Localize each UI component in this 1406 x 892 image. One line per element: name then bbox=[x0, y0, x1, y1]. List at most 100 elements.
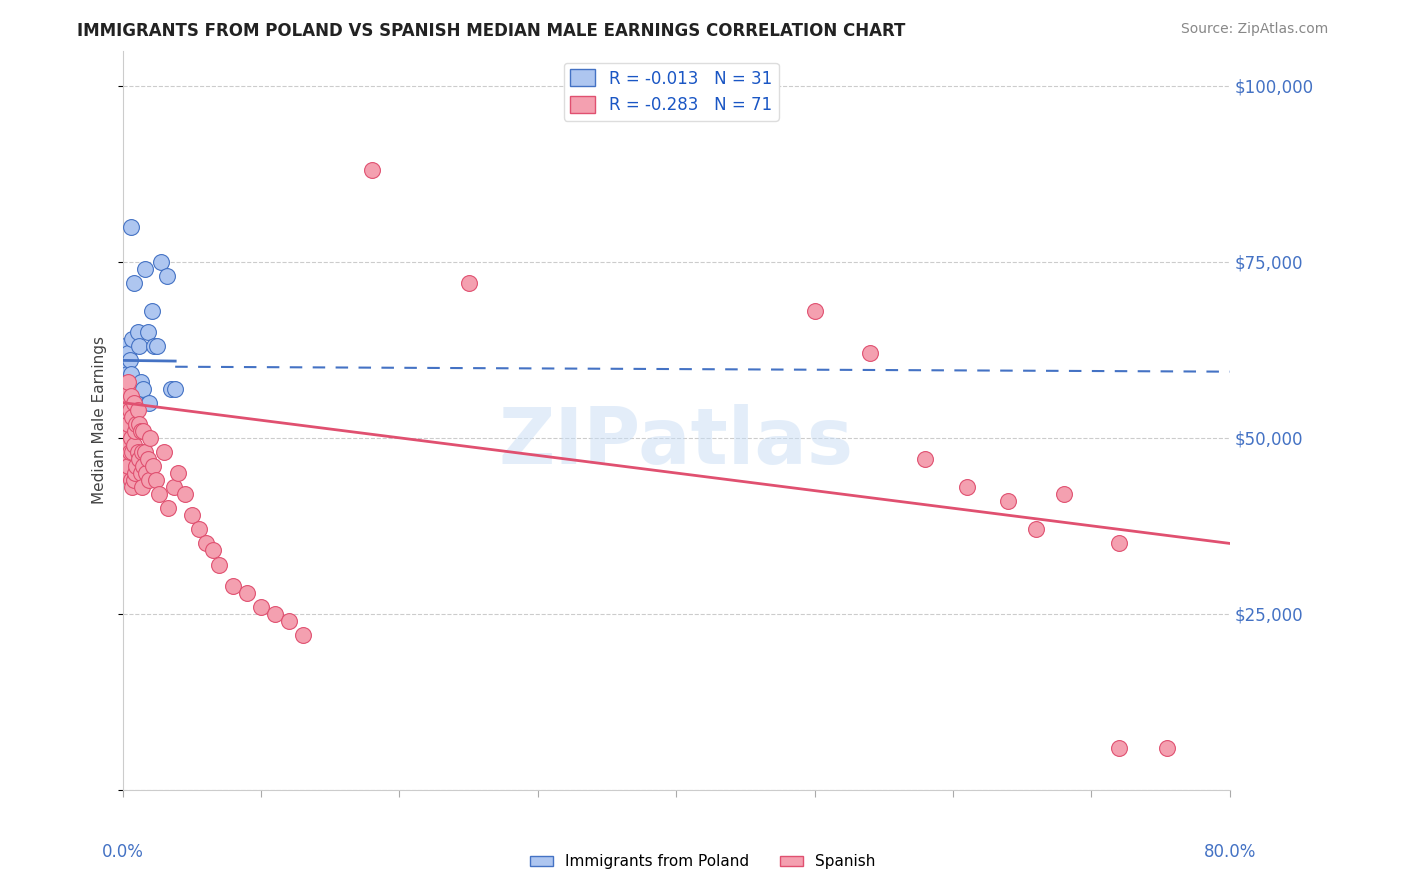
Spanish bbox=[173, 487, 195, 501]
Immigrants from Poland bbox=[117, 375, 139, 389]
Immigrants from Poland bbox=[136, 325, 159, 339]
Immigrants from Poland bbox=[160, 382, 183, 396]
Spanish bbox=[1108, 536, 1130, 550]
Spanish bbox=[157, 501, 180, 516]
Spanish bbox=[125, 458, 148, 473]
Immigrants from Poland bbox=[115, 388, 138, 402]
Spanish bbox=[127, 445, 149, 459]
Spanish bbox=[139, 431, 162, 445]
Spanish bbox=[127, 402, 149, 417]
Spanish bbox=[167, 466, 190, 480]
Spanish bbox=[208, 558, 231, 572]
Spanish bbox=[997, 494, 1019, 508]
Immigrants from Poland bbox=[124, 382, 146, 396]
Spanish bbox=[117, 458, 139, 473]
Spanish bbox=[135, 466, 157, 480]
Spanish bbox=[128, 417, 150, 431]
Spanish bbox=[134, 445, 156, 459]
Immigrants from Poland bbox=[165, 382, 187, 396]
Spanish bbox=[114, 395, 136, 409]
Spanish bbox=[132, 424, 155, 438]
Spanish bbox=[125, 417, 148, 431]
Spanish bbox=[136, 452, 159, 467]
Spanish bbox=[163, 480, 186, 494]
Immigrants from Poland bbox=[138, 395, 160, 409]
Spanish bbox=[1025, 522, 1047, 536]
Spanish bbox=[121, 409, 143, 424]
Immigrants from Poland bbox=[128, 339, 150, 353]
Immigrants from Poland bbox=[132, 382, 155, 396]
Spanish bbox=[1156, 740, 1178, 755]
Spanish bbox=[121, 480, 143, 494]
Spanish bbox=[956, 480, 979, 494]
Immigrants from Poland bbox=[115, 368, 138, 382]
Spanish bbox=[122, 395, 145, 409]
Spanish bbox=[129, 424, 152, 438]
Spanish bbox=[122, 473, 145, 487]
Spanish bbox=[236, 585, 259, 599]
Immigrants from Poland bbox=[141, 304, 163, 318]
Spanish bbox=[148, 487, 170, 501]
Immigrants from Poland bbox=[118, 382, 141, 396]
Y-axis label: Median Male Earnings: Median Male Earnings bbox=[93, 336, 107, 504]
Spanish bbox=[124, 466, 146, 480]
Spanish bbox=[122, 438, 145, 452]
Spanish bbox=[117, 417, 139, 431]
Spanish bbox=[250, 599, 273, 614]
Immigrants from Poland bbox=[156, 268, 179, 283]
Immigrants from Poland bbox=[112, 360, 135, 375]
Spanish bbox=[138, 473, 160, 487]
Immigrants from Poland bbox=[125, 395, 148, 409]
Immigrants from Poland bbox=[134, 261, 156, 276]
Spanish bbox=[124, 424, 146, 438]
Spanish bbox=[457, 276, 479, 290]
Spanish bbox=[115, 382, 138, 396]
Immigrants from Poland bbox=[120, 368, 142, 382]
Spanish bbox=[1108, 740, 1130, 755]
Spanish bbox=[114, 438, 136, 452]
Immigrants from Poland bbox=[117, 346, 139, 360]
Legend: R = -0.013   N = 31, R = -0.283   N = 71: R = -0.013 N = 31, R = -0.283 N = 71 bbox=[564, 62, 779, 120]
Immigrants from Poland bbox=[127, 325, 149, 339]
Immigrants from Poland bbox=[112, 346, 135, 360]
Spanish bbox=[263, 607, 285, 621]
Spanish bbox=[118, 445, 141, 459]
Immigrants from Poland bbox=[146, 339, 169, 353]
Spanish bbox=[120, 431, 142, 445]
Spanish bbox=[121, 445, 143, 459]
Text: Source: ZipAtlas.com: Source: ZipAtlas.com bbox=[1181, 22, 1329, 37]
Spanish bbox=[291, 628, 314, 642]
Spanish bbox=[128, 452, 150, 467]
Spanish bbox=[187, 522, 209, 536]
Spanish bbox=[112, 452, 135, 467]
Spanish bbox=[131, 445, 153, 459]
Spanish bbox=[131, 480, 153, 494]
Spanish bbox=[194, 536, 217, 550]
Spanish bbox=[153, 445, 176, 459]
Spanish bbox=[142, 458, 165, 473]
Text: 80.0%: 80.0% bbox=[1204, 843, 1256, 861]
Immigrants from Poland bbox=[114, 382, 136, 396]
Legend: Immigrants from Poland, Spanish: Immigrants from Poland, Spanish bbox=[524, 848, 882, 875]
Spanish bbox=[914, 452, 936, 467]
Spanish bbox=[180, 508, 202, 523]
Spanish bbox=[118, 402, 141, 417]
Immigrants from Poland bbox=[114, 339, 136, 353]
Spanish bbox=[277, 614, 299, 628]
Text: ZIPatlas: ZIPatlas bbox=[499, 404, 853, 481]
Spanish bbox=[360, 163, 382, 178]
Immigrants from Poland bbox=[150, 255, 173, 269]
Spanish bbox=[120, 388, 142, 402]
Spanish bbox=[1052, 487, 1074, 501]
Spanish bbox=[859, 346, 882, 360]
Spanish bbox=[117, 375, 139, 389]
Immigrants from Poland bbox=[143, 339, 166, 353]
Immigrants from Poland bbox=[122, 276, 145, 290]
Spanish bbox=[129, 466, 152, 480]
Immigrants from Poland bbox=[120, 219, 142, 234]
Text: 0.0%: 0.0% bbox=[101, 843, 143, 861]
Spanish bbox=[115, 424, 138, 438]
Immigrants from Poland bbox=[121, 332, 143, 346]
Spanish bbox=[222, 579, 245, 593]
Spanish bbox=[201, 543, 224, 558]
